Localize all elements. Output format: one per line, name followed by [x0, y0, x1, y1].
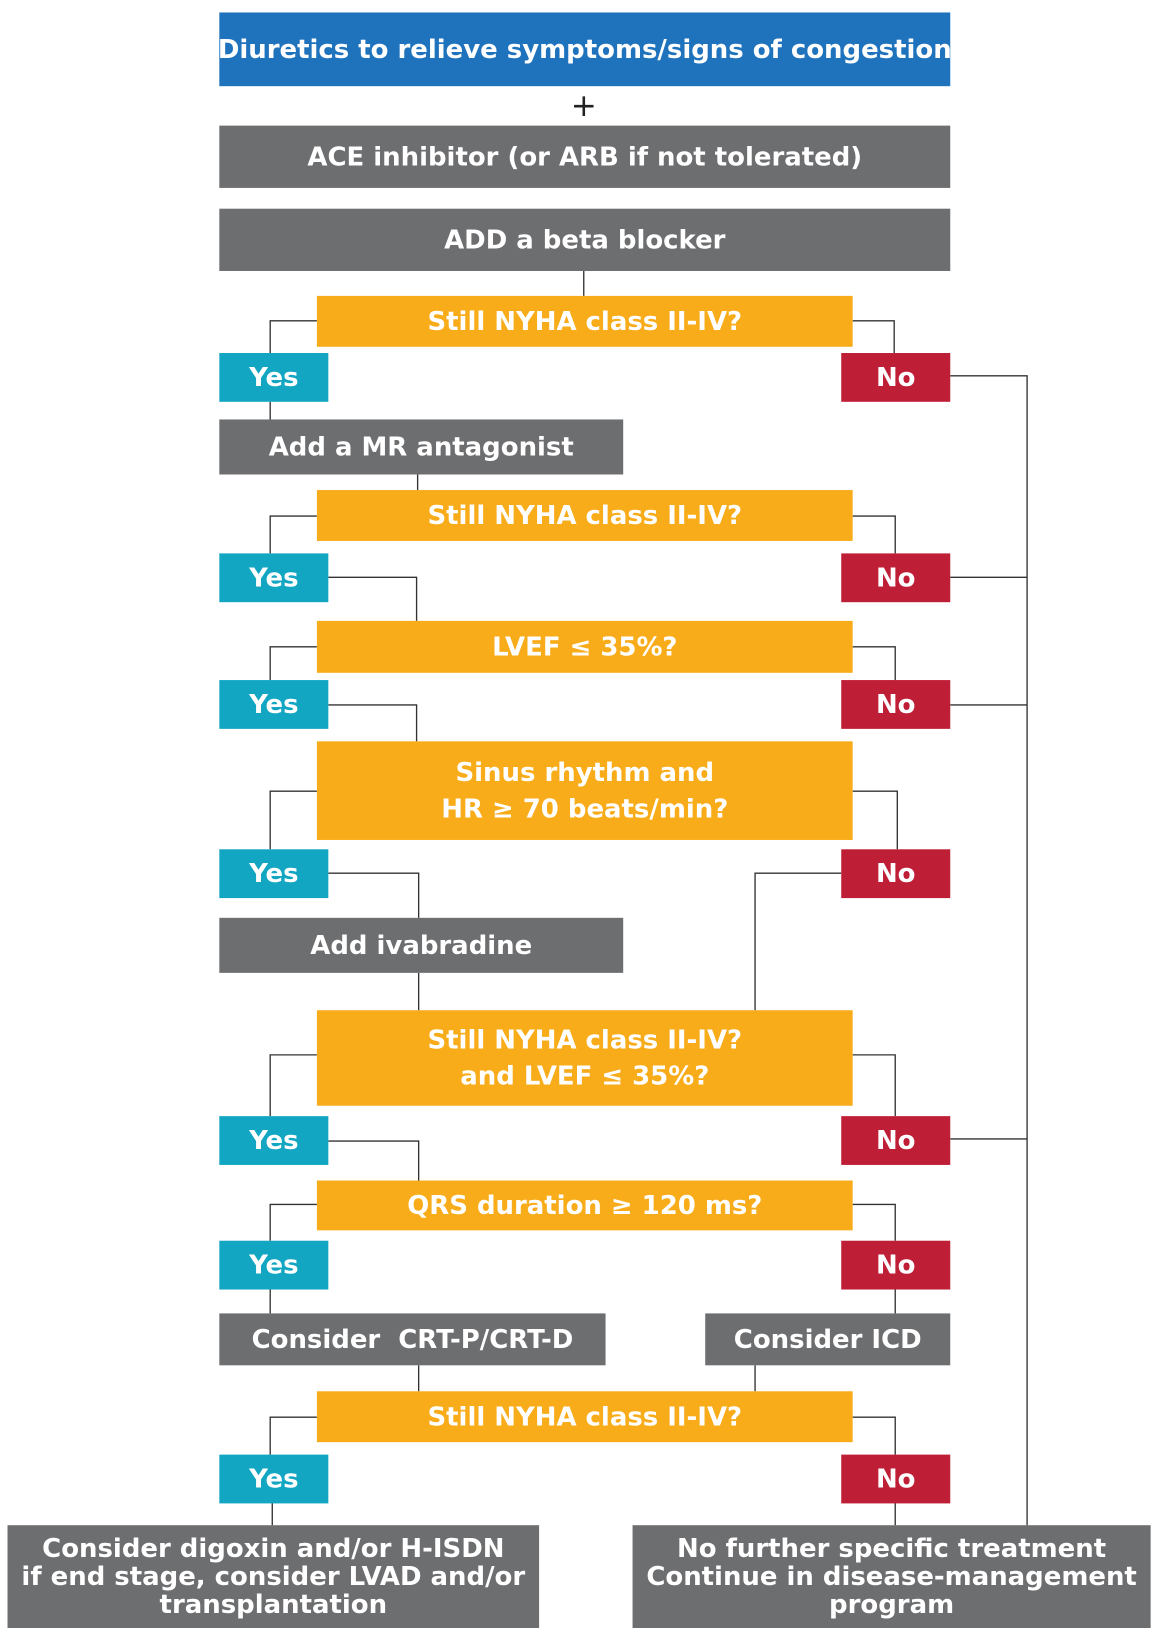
node-label: No	[876, 1251, 916, 1281]
connector	[328, 576, 418, 621]
decision-box	[316, 620, 853, 673]
node-label: Still NYHA class II-IV?	[427, 307, 742, 337]
node-label: No	[876, 363, 916, 393]
node-label: HR ≥ 70 beats/min?	[441, 794, 728, 824]
node-label: Yes	[248, 563, 298, 593]
node-label: ACE inhibitor (or ARB if not tolerated)	[307, 142, 862, 172]
node-label: Yes	[248, 859, 298, 889]
action-box	[219, 208, 951, 271]
node-label: QRS duration ≥ 120 ms?	[407, 1191, 762, 1221]
node-label: Consider ICD	[734, 1325, 922, 1355]
action-box	[7, 1525, 540, 1628]
node-label: No	[876, 1126, 916, 1156]
node-label: Yes	[248, 1251, 298, 1281]
no-box	[841, 849, 951, 899]
action-box	[705, 1313, 951, 1366]
action-box	[219, 419, 624, 475]
node-label: Yes	[248, 1126, 298, 1156]
node-label: Consider CRT-P/CRT-D	[252, 1325, 574, 1355]
no-box	[841, 680, 951, 729]
connector	[950, 375, 1028, 1526]
decision-box	[316, 741, 853, 840]
decision-box	[316, 295, 853, 347]
node-label: Diuretics to relieve symptoms/signs of c…	[218, 35, 952, 65]
start-box	[219, 12, 951, 87]
node-label: Still NYHA class II-IV?	[427, 1402, 742, 1432]
yes-box	[219, 1116, 329, 1165]
connector	[269, 320, 895, 354]
connector	[328, 1140, 420, 1181]
node-label: Add a MR antagonist	[269, 433, 574, 463]
connector	[269, 1203, 896, 1241]
action-box	[219, 1313, 606, 1366]
no-box	[841, 1454, 951, 1504]
connector	[269, 515, 896, 554]
yes-box	[219, 680, 329, 729]
connector	[328, 704, 418, 742]
node-label: Consider digoxin and/or H-ISDN	[42, 1534, 504, 1564]
node-label: Yes	[248, 1465, 298, 1495]
node-label: Still NYHA class II-IV?	[427, 501, 742, 531]
connector	[269, 646, 896, 681]
action-box	[219, 125, 951, 188]
node-label: LVEF ≤ 35%?	[492, 632, 677, 662]
node-label: No	[876, 563, 916, 593]
yes-box	[219, 553, 329, 603]
yes-box	[219, 353, 329, 402]
yes-box	[219, 1240, 329, 1290]
connectors	[269, 270, 1028, 1526]
node-label: Continue in disease-management	[646, 1562, 1136, 1592]
connector	[269, 401, 419, 491]
decision-box	[316, 1180, 853, 1231]
node-label: Add ivabradine	[310, 931, 532, 961]
node-label: No	[876, 859, 916, 889]
connector	[269, 1054, 896, 1117]
node-label: transplantation	[160, 1590, 388, 1620]
connector	[269, 1416, 896, 1455]
node-label: if end stage, consider LVAD and/or	[21, 1562, 525, 1592]
node-label: Sinus rhythm and	[455, 758, 714, 788]
decision-box	[316, 1010, 853, 1106]
decision-box	[316, 1391, 853, 1443]
node-label: No	[876, 1465, 916, 1495]
connector	[328, 872, 842, 1011]
node-label: Still NYHA class II-IV?	[427, 1025, 742, 1055]
node-label: Yes	[248, 363, 298, 393]
connector	[269, 790, 898, 850]
no-box	[841, 1240, 951, 1290]
connector	[271, 1502, 896, 1526]
connector	[269, 1289, 896, 1392]
action-box	[632, 1525, 1151, 1628]
no-box	[841, 1116, 951, 1165]
decision-box	[316, 490, 853, 541]
node-label: No	[876, 690, 916, 720]
node-label: No further specific treatment	[677, 1534, 1106, 1564]
action-box	[219, 917, 624, 973]
node-label: program	[829, 1590, 954, 1620]
no-box	[841, 353, 951, 402]
yes-box	[219, 849, 329, 899]
node-label: and LVEF ≤ 35%?	[460, 1062, 709, 1092]
node-label: ADD a beta blocker	[444, 225, 726, 255]
no-box	[841, 553, 951, 603]
plus-sign: +	[571, 88, 597, 124]
yes-box	[219, 1454, 329, 1504]
node-label: Yes	[248, 690, 298, 720]
